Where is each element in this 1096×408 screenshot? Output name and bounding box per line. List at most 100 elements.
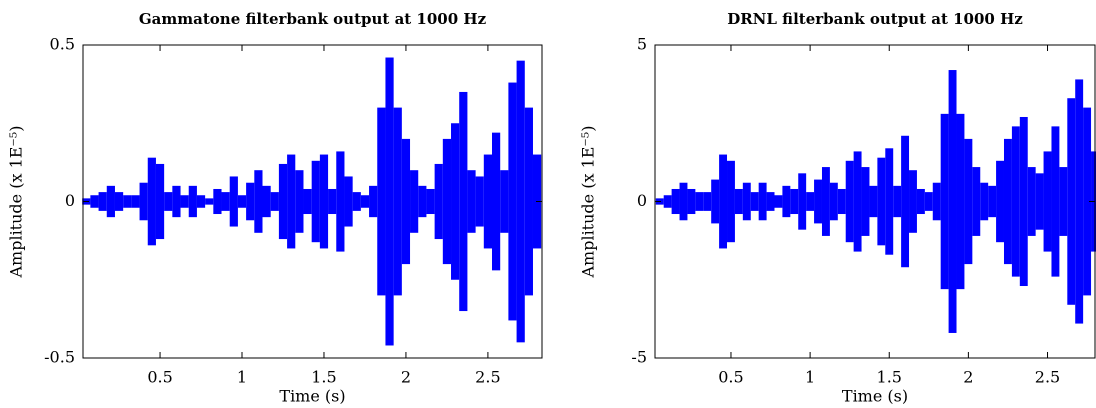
waveform-segment bbox=[155, 163, 165, 240]
waveform-segment bbox=[369, 185, 378, 218]
y-tick-label: 0.5 bbox=[50, 35, 75, 54]
waveform-segment bbox=[180, 195, 189, 208]
waveform-segment bbox=[798, 173, 807, 230]
waveform-segment bbox=[106, 185, 115, 218]
x-tick-label: 2 bbox=[963, 368, 973, 387]
waveform-segment bbox=[196, 195, 206, 208]
waveform-segment bbox=[1075, 79, 1084, 324]
waveform-segment bbox=[845, 160, 854, 243]
waveform-segment bbox=[663, 195, 672, 208]
waveform-segment bbox=[442, 138, 452, 265]
waveform-segment bbox=[671, 188, 680, 215]
y-tick-label: 0 bbox=[65, 191, 75, 210]
waveform-segment bbox=[213, 188, 222, 215]
waveform-segment bbox=[1035, 173, 1044, 230]
waveform-segment bbox=[492, 132, 501, 271]
waveform-segment bbox=[719, 154, 728, 249]
waveform-segment bbox=[90, 195, 99, 208]
waveform-segment bbox=[295, 170, 304, 233]
waveform-segment bbox=[711, 179, 720, 224]
waveform-segment bbox=[114, 192, 124, 211]
x-tick-label: 2 bbox=[401, 368, 411, 387]
waveform-segment bbox=[229, 176, 238, 227]
waveform-segment bbox=[319, 154, 329, 249]
waveform-segment bbox=[410, 170, 419, 233]
x-tick-label: 0.5 bbox=[147, 368, 172, 387]
waveform-segment bbox=[774, 195, 783, 208]
plot: Gammatone filterbank output at 1000 Hz Ti… bbox=[7, 10, 543, 406]
waveform-segment bbox=[956, 113, 965, 290]
waveform-segment bbox=[524, 107, 533, 296]
waveform-segment bbox=[695, 192, 704, 211]
waveform-segment bbox=[901, 135, 910, 268]
y-tick-label: -0.5 bbox=[44, 348, 75, 367]
waveform-segment bbox=[766, 192, 775, 211]
waveform-segment bbox=[336, 151, 345, 252]
waveform-segment bbox=[393, 107, 402, 296]
y-axis-label: Amplitude (x 1E⁻⁵) bbox=[579, 125, 598, 278]
waveform-segment bbox=[734, 188, 743, 215]
waveform-segment bbox=[147, 157, 156, 246]
waveform-segment bbox=[932, 182, 941, 221]
waveform-segment bbox=[940, 113, 949, 290]
waveform-segment bbox=[352, 192, 361, 211]
waveform-segment bbox=[1083, 107, 1092, 296]
waveform-segment bbox=[988, 185, 997, 218]
plot-title: DRNL filterbank output at 1000 Hz bbox=[727, 10, 1023, 28]
waveform-segment bbox=[790, 188, 799, 215]
y-axis-label: Amplitude (x 1E⁻⁵) bbox=[7, 125, 26, 278]
waveform-segment bbox=[1043, 151, 1052, 252]
waveform-segment bbox=[679, 182, 688, 221]
waveform-segment bbox=[1019, 116, 1028, 287]
waveform-segment bbox=[508, 82, 517, 321]
waveform-segment bbox=[996, 160, 1004, 243]
waveform-segment bbox=[1003, 138, 1012, 265]
waveform-segment bbox=[254, 170, 263, 233]
x-tick-label: 0.5 bbox=[718, 368, 743, 387]
waveform-segment bbox=[344, 176, 353, 227]
waveform-segment bbox=[467, 170, 476, 233]
waveform-segment bbox=[131, 195, 140, 208]
waveform-segment bbox=[829, 182, 838, 221]
waveform-segment bbox=[139, 182, 148, 221]
axes-box bbox=[654, 44, 1096, 359]
waveform-segment bbox=[278, 163, 288, 240]
waveform-segment bbox=[869, 185, 878, 218]
waveform-segment bbox=[782, 185, 791, 218]
waveform-segment bbox=[418, 185, 427, 218]
waveform-segment bbox=[916, 188, 925, 215]
y-tick-label: 5 bbox=[637, 35, 647, 54]
waveform-segment bbox=[303, 188, 312, 215]
waveform-segment bbox=[246, 182, 255, 221]
y-tick-label: -5 bbox=[631, 348, 647, 367]
waveform-segment bbox=[262, 185, 271, 218]
waveform-segment bbox=[270, 192, 279, 211]
waveform-segment bbox=[964, 138, 973, 265]
waveform-segment bbox=[360, 195, 370, 208]
x-tick-label: 1 bbox=[237, 368, 247, 387]
plot: DRNL filterbank output at 1000 Hz Time (s… bbox=[579, 10, 1096, 406]
x-axis-label: Time (s) bbox=[279, 387, 345, 406]
waveform-segment bbox=[237, 195, 247, 208]
waveform-segment bbox=[727, 160, 735, 243]
waveform-segment bbox=[483, 154, 493, 249]
y-tick-label: 0 bbox=[637, 191, 647, 210]
waveform-segment bbox=[516, 60, 525, 343]
waveform-segment bbox=[328, 188, 337, 215]
waveform-segment bbox=[311, 160, 320, 243]
waveform-segment bbox=[972, 167, 981, 236]
waveform-segment bbox=[750, 192, 759, 211]
waveform-segment bbox=[980, 182, 989, 221]
waveform-segment bbox=[687, 188, 696, 215]
waveform-segment bbox=[459, 91, 468, 312]
waveform-segment bbox=[426, 188, 435, 215]
waveform-segment bbox=[205, 198, 214, 205]
waveform-segment bbox=[758, 182, 767, 221]
waveform-segment bbox=[703, 192, 712, 211]
waveform-segment bbox=[885, 148, 894, 255]
waveform-segment bbox=[821, 167, 830, 236]
waveform-segment bbox=[164, 192, 173, 211]
waveform-segment bbox=[221, 192, 230, 211]
waveform-segment bbox=[123, 195, 132, 208]
